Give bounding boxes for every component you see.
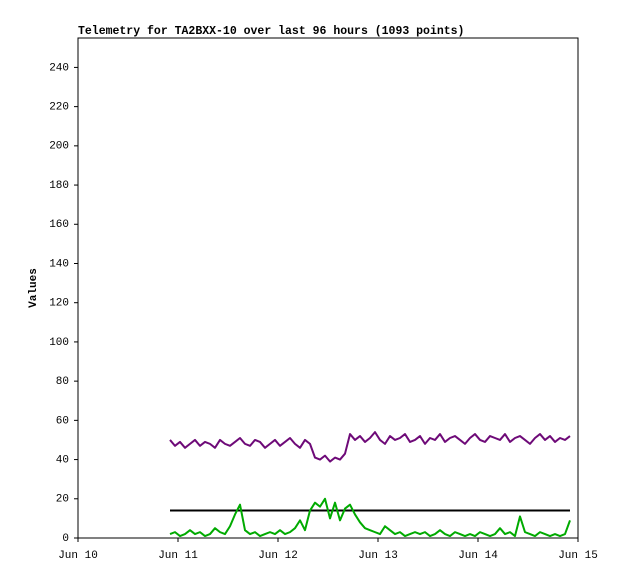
y-tick-label: 160 bbox=[49, 219, 69, 231]
y-axis-label: Values bbox=[28, 268, 40, 308]
x-tick-label: Jun 13 bbox=[358, 550, 398, 562]
y-tick-label: 100 bbox=[49, 337, 69, 349]
series-line bbox=[169, 431, 571, 463]
y-tick-label: 140 bbox=[49, 258, 69, 270]
y-tick-label: 220 bbox=[49, 102, 69, 114]
y-tick-label: 20 bbox=[56, 494, 69, 506]
chart-title: Telemetry for TA2BXX-10 over last 96 hou… bbox=[78, 25, 464, 38]
y-tick-label: 0 bbox=[62, 533, 69, 545]
x-tick-label: Jun 11 bbox=[158, 550, 198, 562]
x-tick-label: Jun 10 bbox=[58, 550, 98, 562]
y-tick-label: 40 bbox=[56, 454, 69, 466]
y-tick-label: 60 bbox=[56, 415, 69, 427]
y-tick-label: 120 bbox=[49, 298, 69, 310]
x-tick-label: Jun 15 bbox=[558, 550, 598, 562]
y-tick-label: 240 bbox=[49, 62, 69, 74]
y-tick-label: 200 bbox=[49, 141, 69, 153]
x-tick-label: Jun 12 bbox=[258, 550, 298, 562]
plot-frame bbox=[77, 37, 579, 539]
y-tick-label: 80 bbox=[56, 376, 69, 388]
y-tick-label: 180 bbox=[49, 180, 69, 192]
x-tick-label: Jun 14 bbox=[458, 550, 498, 562]
series-line bbox=[169, 497, 571, 538]
